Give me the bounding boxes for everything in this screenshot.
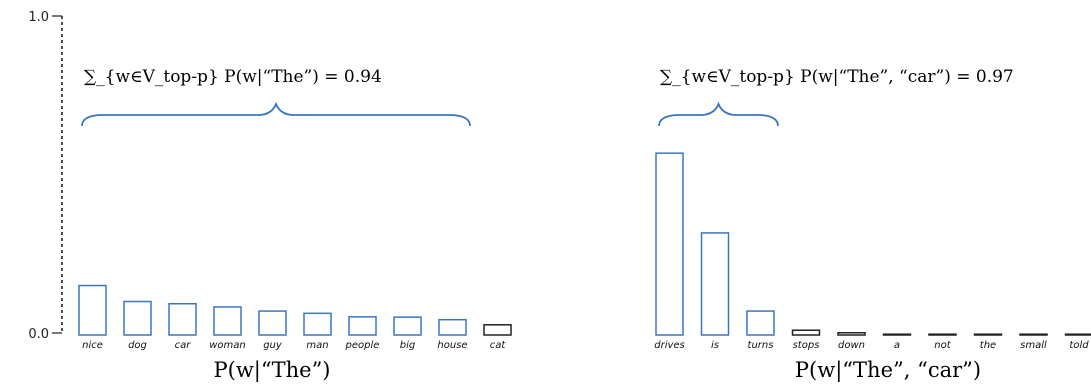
category-label-guy: guy	[263, 340, 283, 351]
bar-car	[168, 302, 197, 336]
sum-annotation-the-car: ∑_{w∈V_top-p} P(w|“The”, “car”) = 0.97	[660, 67, 1014, 87]
bar-people	[348, 316, 377, 336]
category-label-nice: nice	[82, 340, 103, 351]
bar-cat	[483, 324, 512, 336]
bars-the	[78, 284, 512, 336]
bar-drives	[655, 152, 684, 336]
bar-dog	[123, 300, 152, 336]
category-label-cat: cat	[490, 340, 507, 351]
category-label-house: house	[437, 340, 467, 351]
category-label-people: people	[345, 340, 380, 351]
bar-turns	[746, 310, 775, 336]
brace-top-p-the	[81, 101, 471, 127]
bar-a	[882, 333, 912, 336]
chart-the: nice dog car woman guy man people big house cat ∑…	[78, 67, 512, 383]
categories-the-car: drives is turns stops down a not the small told	[654, 340, 1089, 351]
bar-stops	[791, 329, 821, 336]
category-label-the: the	[980, 340, 996, 351]
bar-told	[1064, 333, 1091, 336]
bar-big	[393, 316, 422, 336]
x-axis-label-the: P(w|“The”)	[214, 358, 331, 383]
bar-man	[303, 312, 332, 336]
category-label-stops: stops	[793, 340, 820, 351]
y-axis: 1.0 0.0	[28, 10, 63, 342]
bars-the-car	[655, 152, 1091, 336]
category-label-told: told	[1069, 340, 1089, 351]
category-label-woman: woman	[209, 340, 246, 351]
categories-the: nice dog car woman guy man people big house cat	[82, 340, 506, 351]
brace-top-p-the-car	[658, 101, 779, 127]
category-label-not: not	[934, 340, 951, 351]
bar-is	[700, 232, 730, 336]
bar-house	[438, 318, 467, 336]
bar-down	[837, 332, 866, 336]
sum-annotation-the: ∑_{w∈V_top-p} P(w|“The”) = 0.94	[84, 67, 382, 87]
y-tick-bottom: 0.0	[28, 327, 49, 342]
bar-the	[973, 333, 1003, 336]
bar-guy	[258, 310, 287, 336]
x-axis-label-the-car: P(w|“The”, “car”)	[795, 358, 981, 383]
bar-small	[1019, 333, 1048, 336]
category-label-is: is	[711, 340, 719, 351]
y-tick-top: 1.0	[28, 10, 49, 25]
category-label-down: down	[838, 340, 865, 351]
category-label-a: a	[894, 340, 900, 351]
category-label-turns: turns	[748, 340, 774, 351]
bar-nice	[78, 284, 107, 336]
bar-woman	[213, 306, 242, 336]
chart-the-car: drives is turns stops down a not the small told ∑…	[654, 67, 1091, 383]
category-label-big: big	[400, 340, 415, 351]
category-label-drives: drives	[654, 340, 685, 351]
category-label-dog: dog	[128, 340, 147, 351]
category-label-man: man	[306, 340, 328, 351]
bar-not	[928, 333, 957, 336]
category-label-small: small	[1020, 340, 1047, 351]
category-label-car: car	[175, 340, 192, 351]
